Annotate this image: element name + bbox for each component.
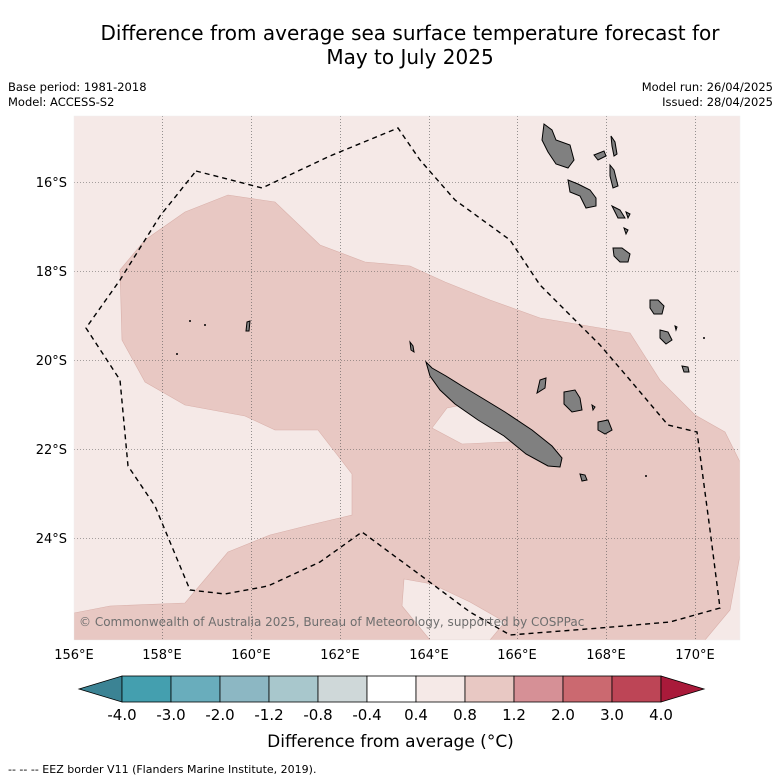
lat-label: 18°S [36, 265, 67, 280]
colorbar-bin [366, 675, 417, 703]
lon-label: 160°E [231, 648, 271, 663]
eez-footnote: -- -- -- EEZ border V11 (Flanders Marine… [8, 763, 317, 776]
latitude-labels: 16°S 18°S 20°S 22°S 24°S [36, 176, 67, 547]
issued-date: Issued: 28/04/2025 [662, 95, 773, 109]
lon-label: 168°E [586, 648, 626, 663]
efate-island [612, 247, 631, 263]
tanna-island [659, 329, 673, 345]
lat-label: 16°S [36, 176, 67, 191]
model-name: Model: ACCESS-S2 [8, 95, 115, 109]
colorbar-title-unit: °C) [486, 732, 514, 752]
map-gridlines [74, 116, 740, 640]
tiny-reef-dots [176, 320, 705, 477]
colorbar-bin [611, 675, 662, 703]
epi-island [610, 204, 626, 219]
small-islet-3 [591, 403, 596, 412]
anomaly-region-south [401, 578, 506, 640]
colorbar-tick-label: -3.0 [156, 706, 185, 724]
copyright-text: © Commonwealth of Australia 2025, Bureau… [79, 615, 584, 629]
colorbar-title-text: Difference from average ( [267, 732, 487, 752]
chart-title-line1: Difference from average sea surface temp… [100, 21, 720, 45]
isle-of-pines [579, 473, 588, 482]
maewo-island [610, 135, 618, 157]
colorbar-bin [121, 675, 172, 703]
malakula-island [567, 179, 597, 209]
chart-title-line2: May to July 2025 [326, 45, 494, 69]
pentecost-island [609, 163, 619, 189]
lon-label: 158°E [142, 648, 182, 663]
colorbar-bin [170, 675, 221, 703]
lat-label: 24°S [36, 532, 67, 547]
colorbar-bin [317, 675, 368, 703]
colorbar-tick-label: -2.0 [205, 706, 234, 724]
lat-label: 22°S [36, 443, 67, 458]
belep-islands [409, 340, 415, 354]
colorbar-title: Difference from average (°C) [0, 732, 781, 752]
erromango-island [649, 299, 665, 315]
colorbar-extend-high [660, 675, 706, 703]
anomaly-region-0.8-1.2 [74, 194, 740, 640]
meta-right: Model run: 26/04/2025 Issued: 28/04/2025 [642, 80, 773, 110]
colorbar-tick-labels: -4.0 -3.0 -2.0 -1.2 -0.8 -0.4 0.4 0.8 1.… [107, 706, 673, 724]
colorbar-bin [464, 675, 515, 703]
lon-label: 170°E [675, 648, 715, 663]
colorbar-tick-label: 1.2 [502, 706, 526, 724]
colorbar-bin [562, 675, 613, 703]
colorbar-tick-label: -0.8 [303, 706, 332, 724]
colorbar-bin [219, 675, 270, 703]
meta-left: Base period: 1981-2018 Model: ACCESS-S2 [8, 80, 147, 110]
lifou-island [563, 389, 583, 413]
small-islet-1 [625, 211, 631, 220]
espiritu-santo-island [541, 123, 575, 169]
colorbar-tick-label: 3.0 [600, 706, 624, 724]
colorbar-bin [513, 675, 564, 703]
colorbar-tick-label: -1.2 [254, 706, 283, 724]
longitude-labels: 156°E 158°E 160°E 162°E 164°E 166°E 168°… [54, 648, 715, 663]
chesterfield-island [245, 320, 251, 332]
small-islet-4 [674, 325, 678, 332]
colorbar-extend-low [77, 675, 123, 703]
new-caledonia-island [424, 360, 563, 468]
land-masses [245, 123, 690, 482]
base-period: Base period: 1981-2018 [8, 80, 147, 94]
colorbar-tick-label: -4.0 [107, 706, 136, 724]
map-frame [73, 115, 741, 641]
eez-border [85, 127, 721, 636]
lon-label: 166°E [497, 648, 537, 663]
aneityum-island [681, 365, 690, 373]
lon-label: 156°E [54, 648, 94, 663]
mare-island [597, 419, 613, 435]
colorbar-tick-label: -0.4 [352, 706, 381, 724]
lon-label: 164°E [409, 648, 449, 663]
colorbar-tick-label: 2.0 [551, 706, 575, 724]
ambae-island [593, 150, 607, 161]
colorbar-bin [268, 675, 319, 703]
lat-label: 20°S [36, 354, 67, 369]
lon-label: 162°E [320, 648, 360, 663]
colorbar-bin [415, 675, 466, 703]
colorbar-tick-label: 4.0 [649, 706, 673, 724]
colorbar-tick-label: 0.8 [453, 706, 477, 724]
small-islet-2 [623, 227, 629, 236]
model-run: Model run: 26/04/2025 [641, 80, 773, 94]
colorbar-tick-label: 0.4 [404, 706, 428, 724]
colorbar [77, 675, 706, 703]
ouvea-island [536, 377, 547, 395]
